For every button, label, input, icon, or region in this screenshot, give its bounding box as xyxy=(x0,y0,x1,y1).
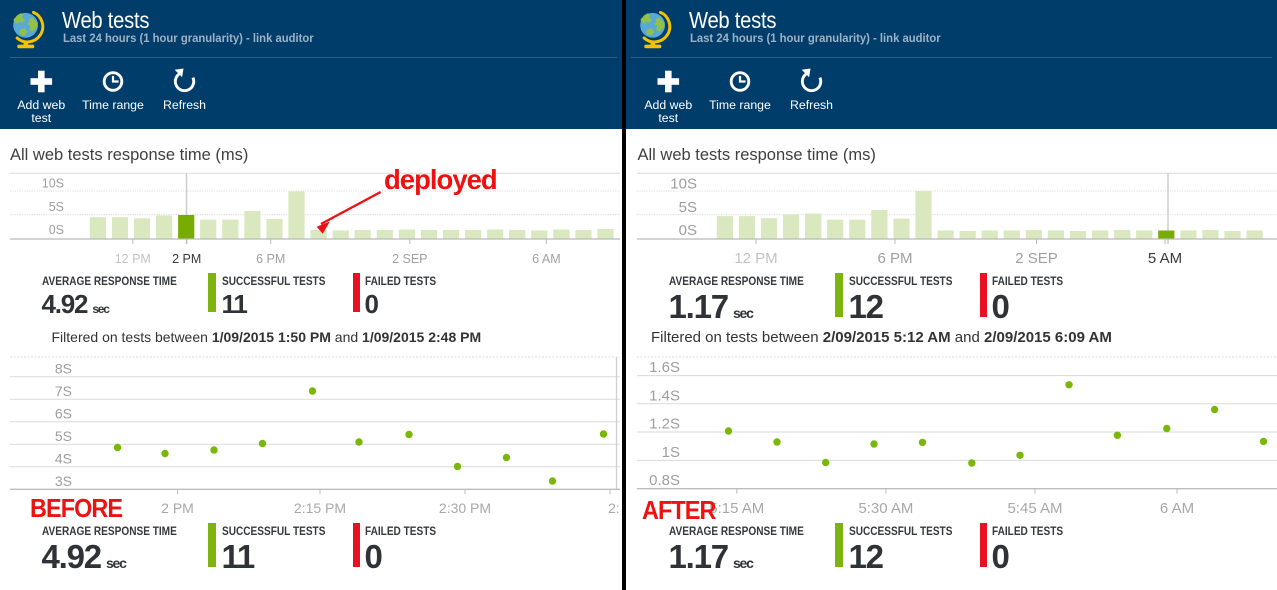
svg-text:2 PM: 2 PM xyxy=(172,252,201,266)
svg-text:0S: 0S xyxy=(49,223,64,237)
svg-text:5S: 5S xyxy=(679,199,697,216)
svg-text:2 PM: 2 PM xyxy=(161,500,194,516)
svg-text:6 AM: 6 AM xyxy=(1160,500,1194,517)
svg-text:7S: 7S xyxy=(55,383,72,399)
svg-text:6 AM: 6 AM xyxy=(532,252,561,266)
svg-text:0.8S: 0.8S xyxy=(649,472,680,489)
svg-text:0S: 0S xyxy=(679,222,697,239)
svg-text:1.4S: 1.4S xyxy=(649,387,680,404)
svg-text:12 PM: 12 PM xyxy=(115,252,151,266)
svg-text:4S: 4S xyxy=(55,450,72,466)
svg-text:2:15 PM: 2:15 PM xyxy=(294,500,346,516)
svg-text:5:45 AM: 5:45 AM xyxy=(1007,500,1062,517)
svg-text:8S: 8S xyxy=(55,360,72,376)
svg-text:2 SEP: 2 SEP xyxy=(392,252,427,266)
svg-text:2:: 2: xyxy=(608,500,620,516)
svg-text:5:30 AM: 5:30 AM xyxy=(858,500,913,517)
svg-text:1.6S: 1.6S xyxy=(649,359,680,376)
svg-text:5S: 5S xyxy=(49,200,64,214)
svg-text:10S: 10S xyxy=(42,177,64,191)
svg-text:12 PM: 12 PM xyxy=(734,250,777,267)
svg-text:2 SEP: 2 SEP xyxy=(1015,250,1058,267)
svg-text:6 PM: 6 PM xyxy=(256,252,285,266)
svg-text:10S: 10S xyxy=(670,176,697,193)
svg-text:5S: 5S xyxy=(55,428,72,444)
svg-text:5:15 AM: 5:15 AM xyxy=(709,500,764,517)
svg-text:3S: 3S xyxy=(55,473,72,489)
svg-text:2:30 PM: 2:30 PM xyxy=(439,500,491,516)
svg-text:1.2S: 1.2S xyxy=(649,416,680,433)
svg-text:6 PM: 6 PM xyxy=(877,250,912,267)
svg-text:6S: 6S xyxy=(55,405,72,421)
svg-text:5 AM: 5 AM xyxy=(1148,250,1182,267)
svg-text:1S: 1S xyxy=(662,444,680,461)
